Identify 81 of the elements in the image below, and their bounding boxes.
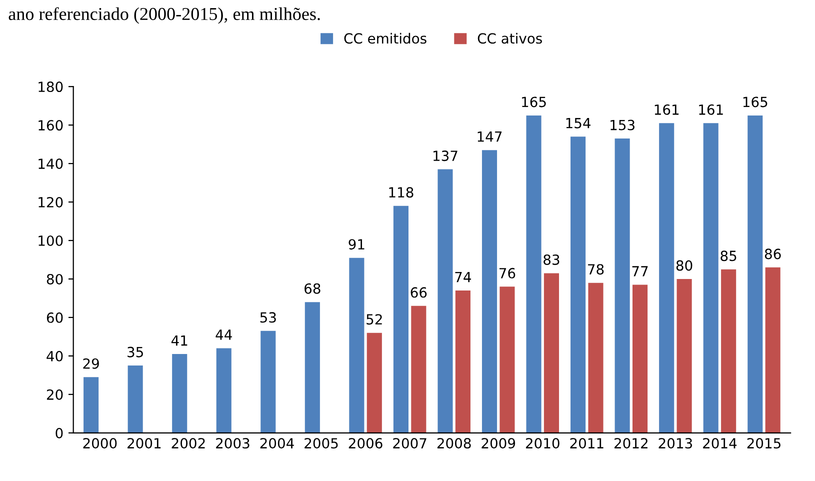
data-label: 77 [632,266,648,276]
data-label: 161 [654,104,679,115]
x-tick-label: 2015 [747,438,780,449]
bar [411,306,426,433]
bar [500,286,515,433]
data-label: 153 [610,120,634,130]
y-tick-label: 80 [46,274,63,284]
data-label: 74 [455,272,471,282]
data-label: 66 [410,287,427,298]
data-label: 68 [304,283,320,294]
bar [748,115,763,433]
data-label: 165 [522,96,546,108]
x-tick-label: 2012 [614,438,648,449]
data-label: 80 [676,260,692,271]
x-tick-label: 2013 [658,438,692,449]
bar [349,258,364,433]
x-tick-label: 2001 [128,438,161,449]
bar [304,302,320,433]
data-label: 35 [128,346,143,358]
y-tick-label: 60 [46,312,63,323]
bar [482,150,498,433]
bar [128,366,143,433]
data-label: 154 [566,118,591,128]
x-tick-label: 2002 [172,438,205,449]
data-label: 83 [544,254,560,265]
data-label: 137 [434,150,458,162]
data-label: 165 [743,96,768,108]
bar [570,136,586,433]
y-tick-label: 120 [38,196,63,208]
x-tick-label: 2008 [437,438,471,449]
y-tick-label: 140 [38,158,63,170]
x-tick-label: 2006 [348,438,382,449]
bar [84,377,99,433]
bar [614,138,630,433]
x-tick-label: 2010 [526,438,560,449]
data-label: 147 [478,132,502,142]
legend-label: CC emitidos [344,32,426,44]
bar [765,267,780,433]
y-tick-label: 20 [46,389,63,400]
data-label: 85 [720,250,736,262]
data-label: 161 [699,104,723,115]
bar [172,354,188,433]
bar [676,278,692,433]
bar [588,282,604,433]
y-tick-label: 160 [38,120,63,131]
bar [260,330,276,433]
bar [455,290,470,433]
y-tick-label: 180 [38,82,63,92]
bar [703,123,718,433]
bar [632,284,648,433]
x-tick-label: 2007 [393,438,426,449]
bar [393,206,408,433]
data-label: 44 [216,330,232,340]
x-tick-label: 2003 [216,438,250,449]
data-label: 52 [366,314,382,325]
x-tick-label: 2005 [304,438,338,449]
x-tick-label: 2000 [83,438,117,449]
bar [216,348,232,433]
legend-label: CC ativos [478,32,542,44]
data-label: 86 [764,248,781,260]
x-tick-label: 2014 [703,438,737,449]
data-label: 118 [389,187,414,198]
x-tick-label: 2004 [260,438,294,449]
bar [544,273,560,433]
y-tick-label: 100 [38,235,63,246]
data-label: 29 [83,358,99,369]
bar [438,169,453,433]
bar [659,123,674,433]
x-tick-label: 2009 [482,438,516,449]
y-tick-label: 40 [46,350,63,362]
chart-title: ano referenciado (2000-2015), em milhões. [8,7,320,24]
y-tick-label: 0 [56,428,63,438]
data-label: 91 [348,239,364,250]
bar [526,115,542,433]
bar [721,269,736,433]
data-label: 76 [500,268,516,278]
data-label: 53 [260,312,276,323]
data-label: 78 [588,264,604,275]
bar [366,332,382,433]
x-tick-label: 2011 [570,438,604,449]
data-label: 41 [171,335,188,346]
